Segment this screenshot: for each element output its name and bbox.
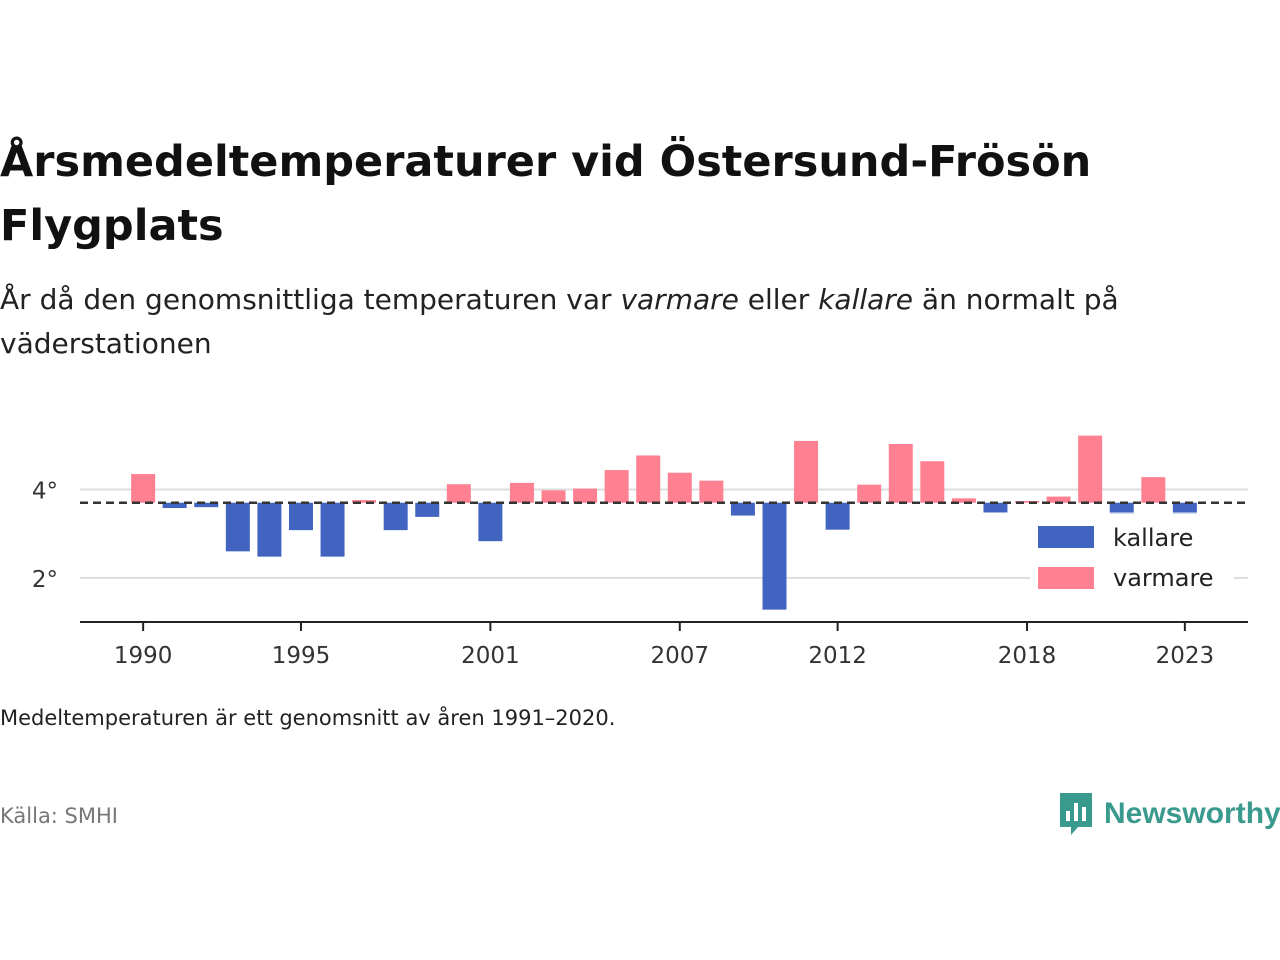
bar-1992 [194, 502, 219, 508]
subtitle-text-2: eller [738, 283, 819, 316]
newsworthy-logo-text: Newsworthy [1104, 797, 1280, 830]
x-tick-label-1990: 1990 [114, 643, 173, 669]
bar-2018 [1015, 500, 1040, 503]
bar-2008 [699, 480, 724, 503]
y-tick-label-4: 4° [32, 479, 58, 505]
bar-2022 [1141, 477, 1166, 503]
bar-2010 [762, 502, 787, 610]
bar-1998 [383, 502, 408, 531]
x-tick-label-2007: 2007 [651, 643, 710, 669]
legend-swatch-cold [1038, 526, 1094, 548]
y-tick-labels: 2° 4° [32, 479, 58, 593]
temperature-bar-chart: 2° 4° 1990 1995 2001 2007 2012 2018 2023 kallar… [32, 435, 1248, 669]
y-tick-label-2: 2° [32, 567, 58, 593]
bar-2019 [1046, 496, 1071, 503]
bar-2020 [1078, 435, 1103, 503]
bar-2000 [446, 484, 471, 503]
subtitle-warm-word: varmare [620, 283, 739, 316]
legend-label-varmare: varmare [1113, 564, 1214, 592]
bar-1990 [131, 474, 156, 503]
bar-2016 [951, 498, 976, 503]
source-label: Källa: SMHI [0, 804, 118, 828]
footnote: Medeltemperaturen är ett genomsnitt av å… [0, 706, 616, 730]
subtitle-text-3: än normalt på väderstationen [0, 283, 1119, 360]
subtitle-cold-word: kallare [818, 283, 914, 316]
x-ticks: 1990 1995 2001 2007 2012 2018 2023 [114, 622, 1214, 669]
bars [131, 435, 1197, 610]
chart-subtitle: År då den genomsnittliga temperaturen va… [0, 278, 1270, 366]
legend: kallare varmare [1030, 514, 1234, 594]
bar-2023 [1172, 502, 1197, 513]
bar-2014 [888, 444, 913, 503]
bar-2001 [478, 502, 503, 542]
bar-2005 [604, 470, 629, 503]
bar-2015 [920, 461, 945, 503]
legend-swatch-warm [1038, 567, 1094, 589]
bar-2013 [857, 484, 882, 503]
bar-1996 [320, 502, 345, 557]
bar-1994 [257, 502, 282, 557]
chart-title: Årsmedeltemperaturer vid Östersund-Frösö… [0, 137, 1092, 251]
bar-2006 [636, 455, 661, 503]
bar-2017 [983, 502, 1008, 513]
x-tick-label-1995: 1995 [272, 643, 331, 669]
bar-2002 [509, 482, 534, 503]
bar-2004 [573, 488, 598, 503]
subtitle-text-1: År då den genomsnittliga temperaturen va… [0, 283, 621, 316]
x-tick-label-2023: 2023 [1156, 643, 1215, 669]
bar-2011 [794, 440, 819, 503]
legend-label-kallare: kallare [1113, 524, 1193, 552]
x-tick-label-2012: 2012 [808, 643, 867, 669]
x-tick-label-2001: 2001 [461, 643, 520, 669]
bar-1997 [352, 500, 377, 503]
newsworthy-logo-icon [1060, 793, 1092, 835]
newsworthy-logo: Newsworthy [1058, 790, 1280, 838]
bar-1999 [415, 502, 440, 517]
bar-2003 [541, 490, 566, 503]
bar-1993 [225, 502, 250, 552]
bar-1995 [288, 502, 313, 531]
bar-2009 [730, 502, 755, 516]
bar-1991 [162, 502, 187, 509]
bar-2012 [825, 502, 850, 530]
bar-2021 [1109, 502, 1134, 513]
bar-2007 [667, 472, 692, 503]
x-tick-label-2018: 2018 [998, 643, 1057, 669]
